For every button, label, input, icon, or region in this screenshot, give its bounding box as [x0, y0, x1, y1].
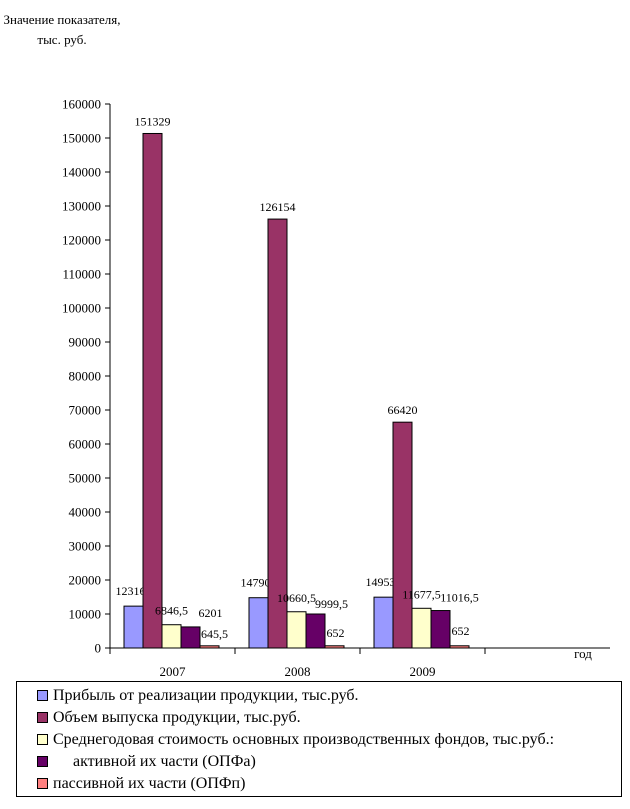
legend-swatch-passive-part [37, 778, 48, 789]
y-tick-label: 110000 [62, 267, 101, 282]
y-tick-label: 10000 [69, 607, 102, 622]
data-label: 11016,5 [440, 591, 479, 605]
y-tick-label: 70000 [69, 403, 102, 418]
bar [180, 626, 201, 649]
x-axis-title: год [574, 646, 592, 661]
y-axis-title: Значение показателя, тыс. руб. [3, 12, 121, 47]
data-label: 151329 [135, 114, 171, 128]
legend-swatch-active-part [37, 756, 48, 767]
bar [123, 605, 144, 649]
y-tick-label: 100000 [62, 301, 101, 316]
data-label: 652 [452, 624, 470, 638]
data-label: 126154 [260, 200, 296, 214]
y-tick-label: 150000 [62, 131, 101, 146]
bar [449, 645, 470, 649]
bar [305, 613, 326, 649]
data-label: 14953 [366, 575, 396, 589]
legend-label-active-part: активной их части (ОПФа) [53, 753, 256, 770]
data-label: 9999,5 [315, 597, 348, 611]
y-tick-label: 40000 [69, 505, 102, 520]
data-label: 6846,5 [155, 604, 188, 618]
data-label: 66420 [388, 403, 418, 417]
data-label: 645,5 [201, 627, 228, 641]
y-tick-label: 50000 [69, 471, 102, 486]
bar [199, 645, 220, 649]
y-tick-label: 20000 [69, 573, 102, 588]
y-tick-label: 120000 [62, 233, 101, 248]
bar-chart: 0 10000 20000 30000 40000 50000 60000 70000 8000… [62, 97, 610, 679]
y-tick-label: 130000 [62, 199, 101, 214]
bar [430, 610, 451, 649]
x-tick-label: 2008 [285, 664, 311, 679]
bar [411, 607, 432, 649]
y-tick-label: 30000 [69, 539, 102, 554]
y-tick-label: 90000 [69, 335, 102, 350]
x-tick-label: 2009 [410, 664, 436, 679]
x-tick-label: 2007 [160, 664, 187, 679]
bar [324, 645, 345, 649]
bar [142, 132, 163, 649]
bar [161, 624, 182, 649]
legend-label-profit: Прибыль от реализации продукции, тыс.руб… [53, 687, 359, 704]
legend-label-fixed-assets: Среднегодовая стоимость основных произво… [53, 731, 555, 748]
legend-label-passive-part: пассивной их части (ОПФп) [53, 775, 246, 792]
bar [373, 596, 394, 649]
y-tick-label: 140000 [62, 165, 101, 180]
chart-legend: Прибыль от реализации продукции, тыс.руб… [16, 681, 622, 797]
data-label: 14790 [241, 576, 271, 590]
data-label: 11677,5 [402, 587, 441, 601]
bar [248, 597, 269, 649]
bar [392, 421, 413, 649]
data-label: 12316 [116, 584, 146, 598]
y-tick-label: 0 [95, 641, 102, 656]
bar [267, 218, 288, 649]
bar [286, 611, 307, 649]
legend-swatch-profit [37, 690, 48, 701]
data-label: 652 [327, 626, 345, 640]
y-tick-label: 160000 [62, 97, 101, 112]
data-label: 10660,5 [277, 591, 316, 605]
y-tick-label: 80000 [69, 369, 102, 384]
legend-swatch-output [37, 712, 48, 723]
data-label: 6201 [199, 606, 223, 620]
y-tick-label: 60000 [69, 437, 102, 452]
legend-swatch-fixed-assets [37, 734, 48, 745]
legend-label-output: Объем выпуска продукции, тыс.руб. [53, 709, 301, 726]
